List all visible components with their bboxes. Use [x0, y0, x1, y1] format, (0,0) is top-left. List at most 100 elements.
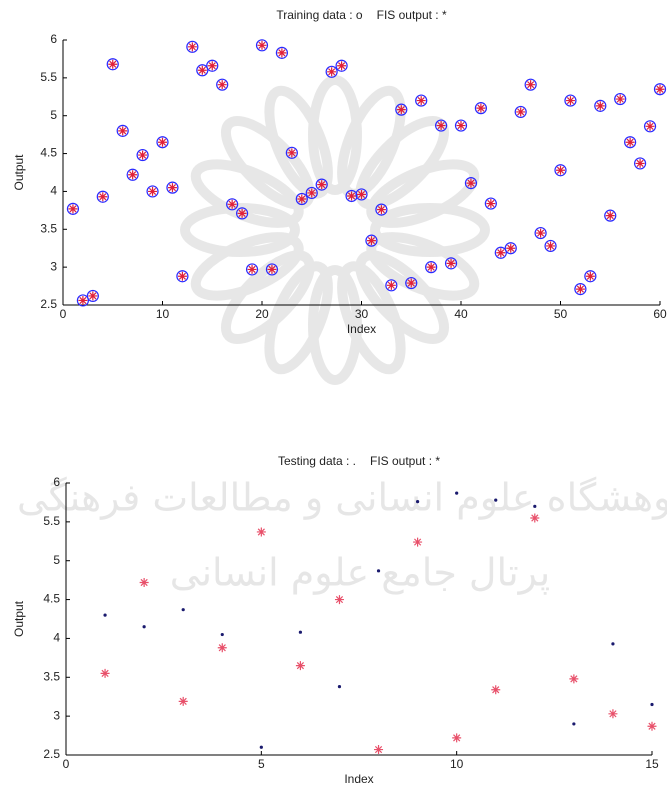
data-point: [226, 198, 239, 211]
data-point: [68, 204, 78, 214]
data-point: [594, 99, 607, 112]
data-point: [118, 126, 128, 136]
data-point: [435, 119, 448, 132]
data-point: [574, 283, 587, 296]
data-point: [103, 613, 107, 617]
data-point: [126, 168, 139, 181]
x-tick-label: 0: [60, 307, 67, 321]
data-point: [374, 745, 384, 755]
data-point: [415, 94, 428, 107]
legend-entry: FIS output : *: [377, 8, 447, 22]
data-point: [186, 40, 199, 53]
data-point: [494, 246, 507, 259]
data-point: [526, 80, 536, 90]
data-point: [138, 150, 148, 160]
x-tick-label: 15: [645, 757, 659, 771]
data-point: [337, 685, 342, 689]
data-point: [416, 500, 420, 504]
data-point: [494, 498, 498, 502]
logo-petal: [308, 75, 362, 195]
data-point: [108, 59, 118, 69]
data-point: [285, 146, 298, 159]
legend-entry: Training data : o: [276, 8, 363, 22]
data-point: [305, 186, 318, 200]
data-point: [357, 189, 366, 199]
y-tick-label: 2.5: [40, 297, 57, 311]
x-tick-label: 0: [63, 757, 70, 771]
data-point: [106, 58, 119, 71]
data-point: [650, 702, 654, 707]
data-point: [139, 577, 149, 587]
logo-petal: [337, 261, 406, 375]
data-point: [217, 80, 227, 90]
y-tick-label: 3.5: [40, 221, 57, 235]
legend-entry: FIS output : *: [370, 454, 440, 468]
data-point: [406, 278, 416, 288]
data-point: [605, 211, 615, 221]
data-point: [66, 202, 80, 215]
data-point: [197, 65, 207, 75]
data-point: [334, 595, 344, 605]
data-point: [484, 197, 497, 210]
data-point: [236, 207, 249, 220]
x-tick-label: 20: [255, 307, 269, 321]
data-point: [265, 263, 279, 276]
y-tick-label: 2.5: [43, 747, 60, 761]
data-point: [643, 120, 657, 133]
data-point: [426, 262, 436, 272]
data-point: [298, 630, 302, 634]
data-point: [88, 291, 98, 301]
watermark-text: پژوهشگاه علوم انسانی و مطالعات فرهنگی: [17, 476, 667, 521]
data-point: [142, 625, 146, 629]
x-tick-label: 30: [355, 307, 369, 321]
data-point: [425, 261, 438, 274]
x-axis-label: Index: [344, 772, 373, 786]
y-tick-label: 4: [50, 184, 57, 198]
data-point: [575, 284, 585, 294]
logo-petal: [264, 85, 333, 199]
data-point: [255, 39, 269, 52]
y-tick-label: 3.5: [43, 669, 60, 683]
data-point: [259, 745, 263, 749]
data-point: [267, 264, 277, 274]
data-point: [530, 513, 540, 523]
logo-petal: [370, 203, 490, 257]
data-point: [177, 271, 187, 281]
data-point: [345, 189, 358, 203]
data-point: [533, 504, 537, 508]
data-point: [454, 119, 468, 132]
data-point: [524, 78, 537, 91]
data-point: [176, 270, 189, 283]
data-point: [148, 186, 158, 196]
y-tick-label: 3: [53, 708, 60, 722]
data-point: [625, 137, 635, 147]
data-point: [604, 209, 617, 222]
data-point: [76, 294, 90, 307]
data-point: [227, 199, 237, 209]
data-point: [128, 170, 138, 180]
data-point: [564, 94, 577, 107]
data-point: [216, 78, 229, 91]
logo-petal: [220, 250, 315, 345]
y-tick-label: 4.5: [43, 592, 60, 606]
data-point: [476, 103, 486, 113]
data-point: [534, 226, 547, 240]
data-point: [297, 194, 307, 204]
data-point: [396, 105, 406, 115]
data-point: [544, 239, 557, 253]
data-point: [405, 276, 418, 290]
data-point: [275, 46, 288, 59]
data-point: [585, 271, 595, 281]
data-point: [608, 709, 618, 719]
data-point: [307, 188, 317, 198]
chart-title: Training data : o FIS output : *: [276, 8, 447, 22]
data-point: [565, 96, 575, 106]
data-point: [237, 208, 247, 218]
data-point: [516, 107, 526, 117]
data-point: [365, 234, 378, 247]
logo-petal: [264, 261, 333, 375]
data-point: [366, 236, 376, 246]
y-tick-label: 4: [53, 631, 60, 645]
data-point: [474, 102, 487, 115]
